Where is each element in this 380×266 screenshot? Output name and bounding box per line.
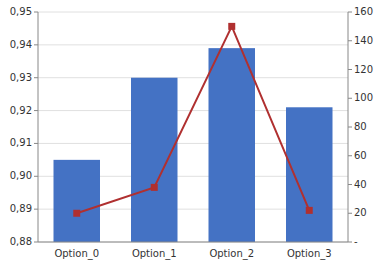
y2-tick-label: 20	[354, 207, 367, 218]
y2-tick-label: -	[354, 236, 358, 247]
y-tick-label: 0,90	[10, 170, 32, 181]
y2-tick-label: 100	[354, 92, 373, 103]
y-tick-label: 0,93	[10, 72, 32, 83]
y2-tick	[348, 127, 352, 128]
marker	[228, 23, 235, 30]
grid-line	[38, 12, 348, 13]
x-axis-line	[38, 242, 348, 243]
y2-tick	[348, 155, 352, 156]
y2-tick	[348, 12, 352, 13]
y2-tick-label: 80	[354, 121, 367, 132]
marker	[73, 210, 80, 217]
y2-tick-label: 160	[354, 6, 373, 17]
line	[77, 26, 310, 213]
x-tick-label: Option_2	[209, 248, 254, 260]
y2-tick	[348, 184, 352, 185]
x-tick-label: Option_1	[132, 248, 177, 260]
y-tick	[34, 176, 38, 177]
marker	[306, 207, 313, 214]
plot-area	[54, 23, 333, 242]
y2-tick-label: 40	[354, 179, 367, 190]
y-tick-label: 0,95	[10, 6, 32, 17]
y-tick-label: 0,92	[10, 105, 32, 116]
y2-tick	[348, 98, 352, 99]
y-tick	[34, 77, 38, 78]
x-tick-label: Option_3	[287, 248, 332, 260]
y-tick	[34, 143, 38, 144]
y-tick-label: 0,94	[10, 39, 32, 50]
y-tick-label: 0,91	[10, 137, 32, 148]
axes: 0,88 0,89 0,90 0,91 0,92 0,93 0,94 0,95 - 20 40 60 8…	[10, 6, 373, 260]
y2-tick-label: 140	[354, 35, 373, 46]
y2-tick	[348, 242, 352, 243]
grid-line	[38, 242, 348, 243]
y-tick	[34, 44, 38, 45]
y-tick	[34, 209, 38, 210]
grid-line	[38, 77, 348, 78]
bar	[209, 48, 256, 242]
y2-tick	[348, 213, 352, 214]
marker	[151, 184, 158, 191]
y2-tick	[348, 40, 352, 41]
y2-tick-label: 120	[354, 64, 373, 75]
y2-tick	[348, 69, 352, 70]
bar	[131, 78, 178, 242]
bar	[286, 107, 333, 242]
chart: 0,88 0,89 0,90 0,91 0,92 0,93 0,94 0,95 - 20 40 60 8…	[0, 0, 380, 266]
y-tick	[34, 110, 38, 111]
y-axis-line	[38, 12, 39, 242]
y-tick	[34, 242, 38, 243]
grid-line	[38, 44, 348, 45]
y-tick-label: 0,89	[10, 203, 32, 214]
bar	[54, 160, 101, 242]
y2-axis-line	[348, 12, 349, 242]
y-tick	[34, 12, 38, 13]
x-tick-label: Option_0	[54, 248, 99, 260]
y2-tick-label: 60	[354, 150, 367, 161]
y-tick-label: 0,88	[10, 236, 32, 247]
